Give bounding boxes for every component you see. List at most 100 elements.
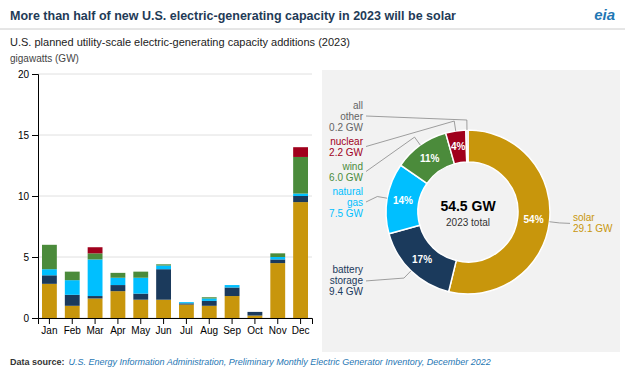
bar [110,291,125,318]
bar [202,297,217,298]
bar [293,194,308,196]
x-tick-mark [163,318,164,324]
slice-name-line: natural [332,186,363,197]
bar-series [42,202,308,318]
title: More than half of new U.S. electric-gene… [10,9,456,23]
bar [65,306,80,318]
bar [88,298,103,318]
bar [247,311,262,312]
bar [270,253,285,257]
bar [202,297,217,298]
bar [270,253,285,254]
bar [133,278,148,294]
x-tick-mark [72,318,73,324]
donut: 54%17%14%11%4%54.5 GW2023 totalsolar29.1… [329,100,613,298]
slice-name: batterystorage [330,264,364,286]
bar [133,294,148,300]
x-tick-mark [140,318,141,324]
bar [133,271,148,272]
slice-name-line: battery [332,264,363,275]
bar [225,285,240,286]
bar [42,284,57,318]
bar [247,311,262,312]
bar [65,295,80,306]
bar [65,272,80,281]
x-tick: May [131,318,150,336]
grid-line [38,74,312,75]
bar-series [42,157,308,299]
x-tick-label: Feb [64,325,82,336]
slice-name: naturalgas [332,186,363,208]
slice-capacity: 29.1 GW [573,223,613,234]
bar [88,296,103,298]
slice-capacity: 9.4 GW [329,286,363,297]
x-tick-mark [95,318,96,324]
y-tick-mark [32,135,38,136]
y-tick: 0 [23,313,38,324]
slice-name-line: solar [573,212,595,223]
bar [179,302,194,303]
slice [389,225,456,291]
data-label: 54% [524,214,544,225]
slice-capacity: 2.2 GW [329,147,363,158]
bar [247,312,262,316]
bar [202,301,217,306]
y-tick-label: 10 [18,191,30,202]
x-tick: Jun [156,318,172,336]
y-tick-label: 0 [23,313,29,324]
bar [156,264,171,265]
logo: eia [594,6,615,23]
x-tick-label: May [131,325,150,336]
bar [65,271,80,272]
data-label: 14% [393,195,413,206]
bar-series [42,196,308,316]
bar [225,285,240,287]
donut-panel [322,70,620,352]
bars [42,147,308,318]
data-label: 11% [420,153,440,164]
y-tick-label: 5 [23,252,29,263]
bar-series [42,194,308,304]
slice-name-line: gas [347,197,363,208]
x-tick-label: Aug [200,325,218,336]
bar [88,253,103,259]
bar [293,196,308,202]
slice-name-line: other [340,111,363,122]
y-tick-mark [32,196,38,197]
x-tick-label: Dec [292,325,310,336]
bar [156,264,171,265]
bar [88,247,103,253]
x-tick-label: Nov [269,325,287,336]
y-tick: 15 [18,130,38,141]
title-rule [0,29,625,30]
bar [202,306,217,318]
x-tick-label: Apr [110,325,126,336]
x-tick-label: Jul [180,325,193,336]
bar [110,278,125,285]
y-tick: 5 [23,252,38,263]
bar [293,157,308,194]
bar [179,302,194,303]
leader-line [366,137,420,171]
x-tick: Nov [269,318,287,336]
slice-name-line: wind [341,161,363,172]
bar [225,288,240,297]
bar [225,285,240,286]
bar [42,245,57,269]
slice-name: solar [573,212,595,223]
y-axis-line [32,75,39,319]
slice-capacity: 7.5 GW [329,208,363,219]
source-text: U.S. Energy Information Administration, … [69,357,491,367]
y-tick: 20 [18,69,38,80]
x-tick: Apr [110,318,126,336]
slice-name: allother [340,100,363,122]
bar [156,266,171,270]
x-axis-line [39,319,313,325]
y-tick-mark [32,257,38,258]
leader-line [366,271,411,281]
bar [42,275,57,284]
bar [270,263,285,318]
x-tick-label: Mar [86,325,104,336]
bar [110,273,125,278]
data-label: 4% [451,141,466,152]
